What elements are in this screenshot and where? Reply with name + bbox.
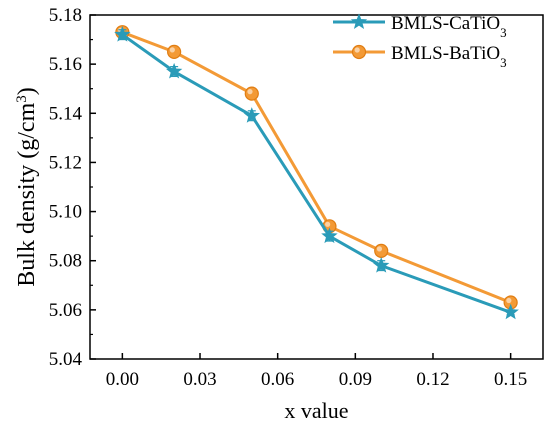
legend-marker-catio3 — [350, 13, 368, 29]
x-tick-label: 0.15 — [494, 369, 527, 390]
legend-marker-symbol — [351, 44, 367, 60]
y-axis-title-main: Bulk density (g/cm — [14, 102, 40, 286]
data-point — [373, 257, 390, 273]
marker-highlight — [169, 47, 175, 53]
legend-entry-catio3: BMLS-CaTiO3 — [333, 13, 507, 40]
x-tick-label: 0.06 — [261, 369, 294, 390]
x-axis-title: x value — [284, 398, 348, 423]
data-point — [321, 227, 338, 244]
x-axis-ticks: 0.00 0.03 0.06 0.09 0.12 0.15 — [106, 353, 527, 390]
legend-marker-symbol — [350, 13, 368, 29]
marker-highlight — [354, 47, 360, 53]
series-line — [121, 33, 512, 314]
x-tick-label: 0.00 — [106, 369, 139, 390]
legend-marker-batio3 — [351, 44, 367, 60]
legend-label-catio3: BMLS-CaTiO3 — [391, 13, 507, 40]
marker-highlight — [506, 297, 512, 304]
series-catio3 — [114, 26, 519, 320]
marker-body — [351, 44, 367, 60]
plot-frame — [89, 14, 544, 360]
y-axis-ticks: 5.04 5.06 5.08 5.10 5.12 5.14 5.16 5.18 — [49, 5, 96, 370]
legend-label-batio3-main: BMLS-BaTiO — [391, 43, 500, 64]
legend-entry-batio3: BMLS-BaTiO3 — [333, 43, 507, 70]
data-point — [243, 107, 260, 123]
legend-label-batio3: BMLS-BaTiO3 — [391, 43, 507, 70]
x-tick-label: 0.09 — [339, 369, 372, 390]
data-point — [165, 62, 183, 79]
plot-series — [114, 25, 519, 320]
data-point — [114, 26, 131, 42]
x-tick-label: 0.03 — [183, 369, 216, 390]
y-tick-label: 5.14 — [49, 103, 83, 124]
legend-label-catio3-sub: 3 — [500, 25, 507, 40]
legend-label-catio3-main: BMLS-CaTiO — [391, 13, 500, 34]
marker-body — [374, 243, 389, 258]
marker-highlight — [247, 89, 253, 95]
y-tick-label: 5.06 — [49, 300, 82, 321]
legend-label-batio3-sub: 3 — [500, 55, 507, 70]
y-axis-title: Bulk density (g/cm3) — [14, 87, 40, 286]
y-tick-label: 5.18 — [49, 5, 82, 26]
legend: BMLS-CaTiO3 BMLS-BaTiO3 — [333, 13, 507, 70]
x-tick-label: 0.12 — [416, 369, 449, 390]
marker-highlight — [325, 221, 331, 227]
y-axis-title-close: ) — [14, 87, 40, 95]
data-point — [167, 44, 182, 59]
y-tick-label: 5.04 — [49, 349, 83, 370]
marker-body — [167, 44, 182, 59]
y-tick-label: 5.08 — [49, 251, 82, 272]
y-axis-title-sup: 3 — [14, 95, 30, 103]
marker-body — [244, 86, 259, 101]
series-line — [121, 30, 512, 304]
marker-highlight — [376, 246, 383, 252]
y-tick-label: 5.10 — [49, 202, 82, 223]
y-tick-label: 5.16 — [49, 54, 82, 75]
data-point — [374, 243, 389, 258]
y-tick-label: 5.12 — [49, 152, 82, 173]
data-point — [502, 303, 519, 320]
data-point — [244, 86, 259, 101]
